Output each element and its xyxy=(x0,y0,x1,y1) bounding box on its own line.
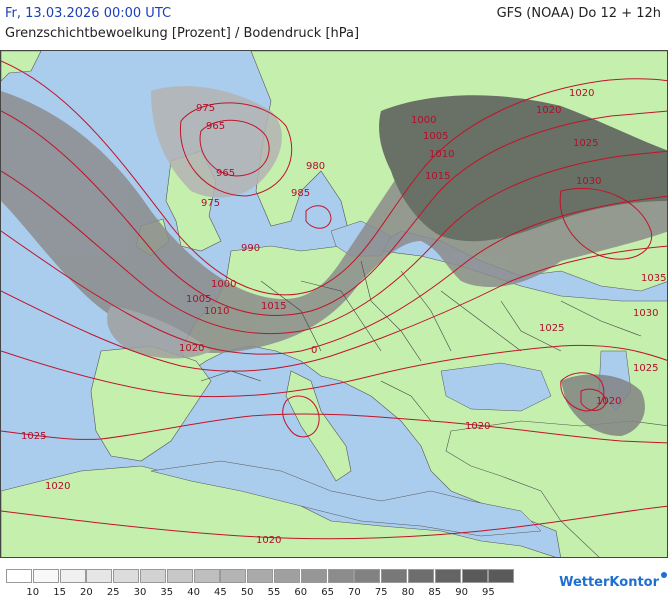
isobar-label: 1010 xyxy=(204,306,229,317)
isobar-label: 1025 xyxy=(21,431,46,442)
greenland-land xyxy=(1,51,42,82)
legend-label: 90 xyxy=(455,587,468,598)
legend-label: 65 xyxy=(321,587,334,598)
logo-sun-icon xyxy=(661,572,667,578)
isobar-label: 1005 xyxy=(423,131,448,142)
isobar-label: 980 xyxy=(306,161,325,172)
legend-label: 15 xyxy=(53,587,66,598)
legend-color-box xyxy=(113,569,140,583)
isobar-label: 1010 xyxy=(429,149,454,160)
isobar-label: 1020 xyxy=(536,105,561,116)
map-subtitle: Grenzschichtbewoelkung [Prozent] / Boden… xyxy=(5,26,360,41)
isobar-label: 1005 xyxy=(186,294,211,305)
legend-color-box xyxy=(59,569,86,583)
north-africa-land xyxy=(1,465,556,557)
legend-color-box xyxy=(354,569,381,583)
legend-label: 30 xyxy=(133,587,147,598)
model-run-label: GFS (NOAA) Do 12 + 12h xyxy=(496,6,661,21)
isobar-label: 1025 xyxy=(573,138,598,149)
isobar-label: 1020 xyxy=(179,343,204,354)
legend-label: 40 xyxy=(187,587,200,598)
turkey-land xyxy=(445,420,667,557)
legend-color-box xyxy=(434,569,461,583)
isobar-label: 1015 xyxy=(261,301,286,312)
isobar-label: 1025 xyxy=(633,363,658,374)
legend-color-box xyxy=(327,569,354,583)
legend-color-box xyxy=(488,569,515,583)
legend-color-box xyxy=(166,569,193,583)
legend-color-box xyxy=(381,569,408,583)
isobar-label: 965 xyxy=(206,121,225,132)
wetterkontor-logo[interactable]: WetterKontor xyxy=(559,575,659,590)
legend-color-box xyxy=(247,569,274,583)
isobar-label: 990 xyxy=(241,243,260,254)
legend-label: 70 xyxy=(348,587,361,598)
isobar-label: 965 xyxy=(216,168,235,179)
cloud-cover-shading xyxy=(1,86,667,436)
legend-color-box xyxy=(408,569,434,583)
italy-land xyxy=(285,370,352,482)
weather-map[interactable]: 975 965 965 975 980 985 990 1000 1005 10… xyxy=(0,50,668,558)
map-canvas: 975 965 965 975 980 985 990 1000 1005 10… xyxy=(1,51,667,557)
isobar-label: 975 xyxy=(201,198,220,209)
legend-label: 45 xyxy=(214,587,227,598)
isobar-lines xyxy=(1,60,667,540)
isobar-label: 1025 xyxy=(539,323,564,334)
isobar-label: 1030 xyxy=(576,176,601,187)
legend-label: 50 xyxy=(240,587,254,598)
isobar-label: 1020 xyxy=(596,396,621,407)
isobar-label: 1020 xyxy=(256,535,281,546)
legend-label: 25 xyxy=(106,587,120,598)
isobar-label: 1015 xyxy=(425,171,450,182)
isobar-label: 1020 xyxy=(569,88,594,99)
isobar-labels: 975 965 965 975 980 985 990 1000 1005 10… xyxy=(21,88,666,546)
isobar-label: 1035 xyxy=(641,273,666,284)
isobar-label: 985 xyxy=(291,188,310,199)
isobar-label: 1020 xyxy=(45,481,70,492)
legend-color-box xyxy=(86,569,113,583)
mediterranean-sea xyxy=(150,460,542,537)
isobar-label: 0 xyxy=(311,345,317,356)
black-sea xyxy=(440,362,552,412)
legend-color-box xyxy=(220,569,247,583)
isobar-label: 1030 xyxy=(633,308,658,319)
legend-label: 60 xyxy=(294,587,308,598)
legend-label: 95 xyxy=(482,587,495,598)
isobar-label: 1000 xyxy=(411,115,436,126)
legend-label: 20 xyxy=(80,587,93,598)
legend-label: 80 xyxy=(401,587,415,598)
legend-label: 55 xyxy=(267,587,281,598)
isobar-label: 1020 xyxy=(465,421,490,432)
legend-color-box xyxy=(32,569,59,583)
legend-color-box xyxy=(140,569,166,583)
legend-color-box xyxy=(274,569,300,583)
legend-label: 85 xyxy=(428,587,442,598)
legend-label: 10 xyxy=(26,587,40,598)
legend-label: 35 xyxy=(160,587,174,598)
legend-color-box xyxy=(461,569,488,583)
isobar-label: 975 xyxy=(196,103,215,114)
legend-color-box xyxy=(300,569,327,583)
legend-color-box xyxy=(193,569,220,583)
isobar-label: 1000 xyxy=(211,279,236,290)
forecast-date: Fr, 13.03.2026 00:00 UTC xyxy=(5,6,172,21)
legend-label: 75 xyxy=(374,587,388,598)
legend-color-box xyxy=(6,569,32,583)
